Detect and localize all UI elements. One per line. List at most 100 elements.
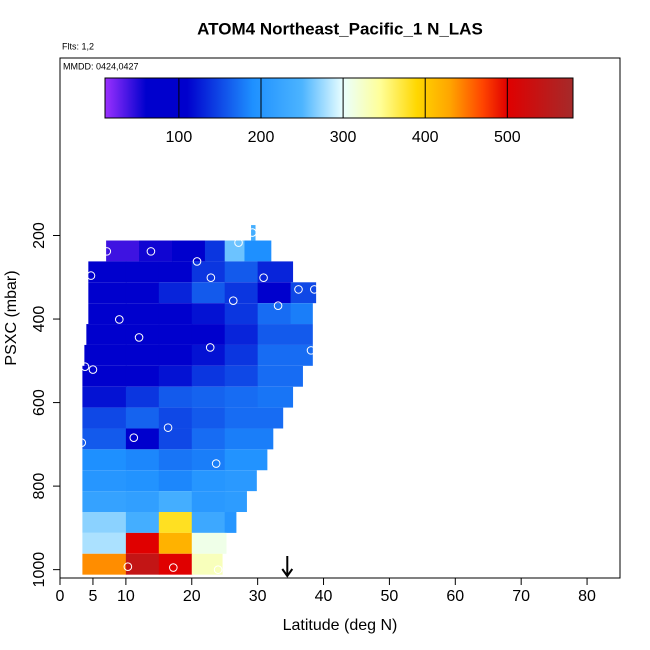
x-tick-label: 20: [183, 588, 201, 605]
flight-point: [211, 459, 221, 468]
heatmap-cell: [158, 407, 193, 429]
colorbar-tick-label: 400: [412, 129, 439, 146]
heatmap-cell: [172, 240, 206, 262]
flight-point: [102, 247, 112, 256]
flight-point: [259, 273, 268, 282]
heatmap-cell: [82, 553, 127, 575]
heatmap-cell: [88, 261, 127, 283]
heatmap-cell: [158, 532, 193, 554]
heatmap-cell: [191, 324, 226, 345]
heatmap-cell: [125, 428, 160, 450]
heatmap-cell: [191, 470, 226, 492]
heatmap-cell: [82, 449, 127, 471]
heatmap-cell: [125, 407, 160, 429]
flight-point: [273, 301, 283, 310]
heatmap-cell: [82, 470, 127, 492]
x-tick-label: 5: [88, 588, 97, 605]
heatmap-cell: [158, 282, 193, 304]
heatmap-cell: [125, 470, 160, 492]
heatmap-cell: [224, 428, 274, 450]
colorbar: [104, 77, 574, 119]
heatmap-cell: [257, 261, 294, 283]
heatmap-cell: [82, 407, 127, 429]
flight-point: [306, 346, 316, 355]
heatmap-cell: [158, 303, 193, 325]
flight-point: [146, 247, 156, 256]
y-axis-label: PSXC (mbar): [3, 270, 20, 365]
colorbar-tick-label: 100: [166, 129, 193, 146]
heatmap-cell: [191, 407, 226, 429]
heatmap-cell: [257, 303, 292, 325]
heatmap-cell: [82, 491, 127, 513]
x-tick-label: 30: [249, 588, 267, 605]
heatmap-cell: [88, 303, 127, 325]
heatmap-cell: [290, 282, 317, 304]
flight-point: [213, 565, 223, 574]
heatmap-cell: [257, 344, 313, 366]
y-tick-label: 200: [31, 222, 48, 249]
flight-point: [206, 273, 216, 282]
heatmap-cell: [191, 261, 226, 283]
chart-title: ATOM4 Northeast_Pacific_1 N_LAS: [197, 19, 483, 38]
heatmap-cell: [191, 532, 227, 554]
flight-point: [228, 296, 238, 305]
colorbar-tick-label: 200: [248, 129, 275, 146]
flight-point: [192, 257, 202, 266]
heatmap-cell: [88, 282, 127, 304]
heatmap-cell: [224, 449, 268, 471]
heatmap-cell: [125, 491, 160, 513]
heatmap-cell: [125, 386, 160, 408]
flight-point: [88, 365, 98, 374]
heatmap-cell: [158, 449, 193, 471]
y-tick-label: 400: [31, 306, 48, 333]
heatmap-cell: [82, 512, 127, 533]
heatmap-cell: [191, 344, 226, 366]
heatmap-cell: [257, 386, 294, 408]
x-tick-label: 0: [56, 588, 65, 605]
annotation: MMDD: 0424,0427: [63, 61, 139, 71]
heatmap-cell: [224, 386, 259, 408]
heatmap-cell: [158, 512, 193, 533]
colorbar-tick-label: 500: [494, 129, 521, 146]
heatmap-cell: [191, 365, 226, 387]
heatmap-cell: [191, 386, 226, 408]
heatmap-cell: [158, 386, 193, 408]
heatmap-cell: [106, 240, 140, 262]
heatmap-cell: [224, 491, 247, 513]
heatmap-cell: [224, 365, 259, 387]
heatmap-cell: [224, 261, 259, 283]
heatmap-cell: [84, 344, 127, 366]
heatmap-cell: [224, 303, 259, 325]
annotation: Flts: 1,2: [62, 41, 94, 51]
heatmap-cell: [125, 282, 160, 304]
flight-point: [86, 271, 96, 280]
heatmap-cell: [257, 324, 313, 345]
heatmap-cell: [257, 365, 303, 387]
heatmap-cell: [125, 553, 160, 575]
heatmap-cell: [191, 282, 226, 304]
heatmap-cell: [125, 324, 160, 345]
x-tick-label: 40: [315, 588, 333, 605]
heatmap-cell: [158, 470, 193, 492]
heatmap-cell: [191, 491, 226, 513]
flight-point: [248, 228, 257, 237]
heatmap-cell: [191, 512, 226, 533]
heatmap-cell: [139, 240, 173, 262]
heatmap-cell: [224, 324, 259, 345]
heatmap-cell: [125, 532, 160, 554]
heatmap-cell: [158, 491, 193, 513]
heatmap-cell: [158, 344, 193, 366]
heatmap-cell: [257, 282, 292, 304]
arrow-head: [281, 568, 294, 578]
heatmap-cell: [251, 225, 256, 241]
x-tick-label: 50: [381, 588, 399, 605]
flight-point: [77, 438, 87, 447]
heatmap-cell: [244, 240, 272, 262]
heatmap-cell: [191, 428, 226, 450]
flight-point: [123, 562, 133, 572]
heatmap-cell: [158, 261, 193, 283]
x-tick-label: 80: [578, 588, 596, 605]
heatmap-cell: [290, 303, 313, 325]
heatmap-cell: [125, 303, 160, 325]
